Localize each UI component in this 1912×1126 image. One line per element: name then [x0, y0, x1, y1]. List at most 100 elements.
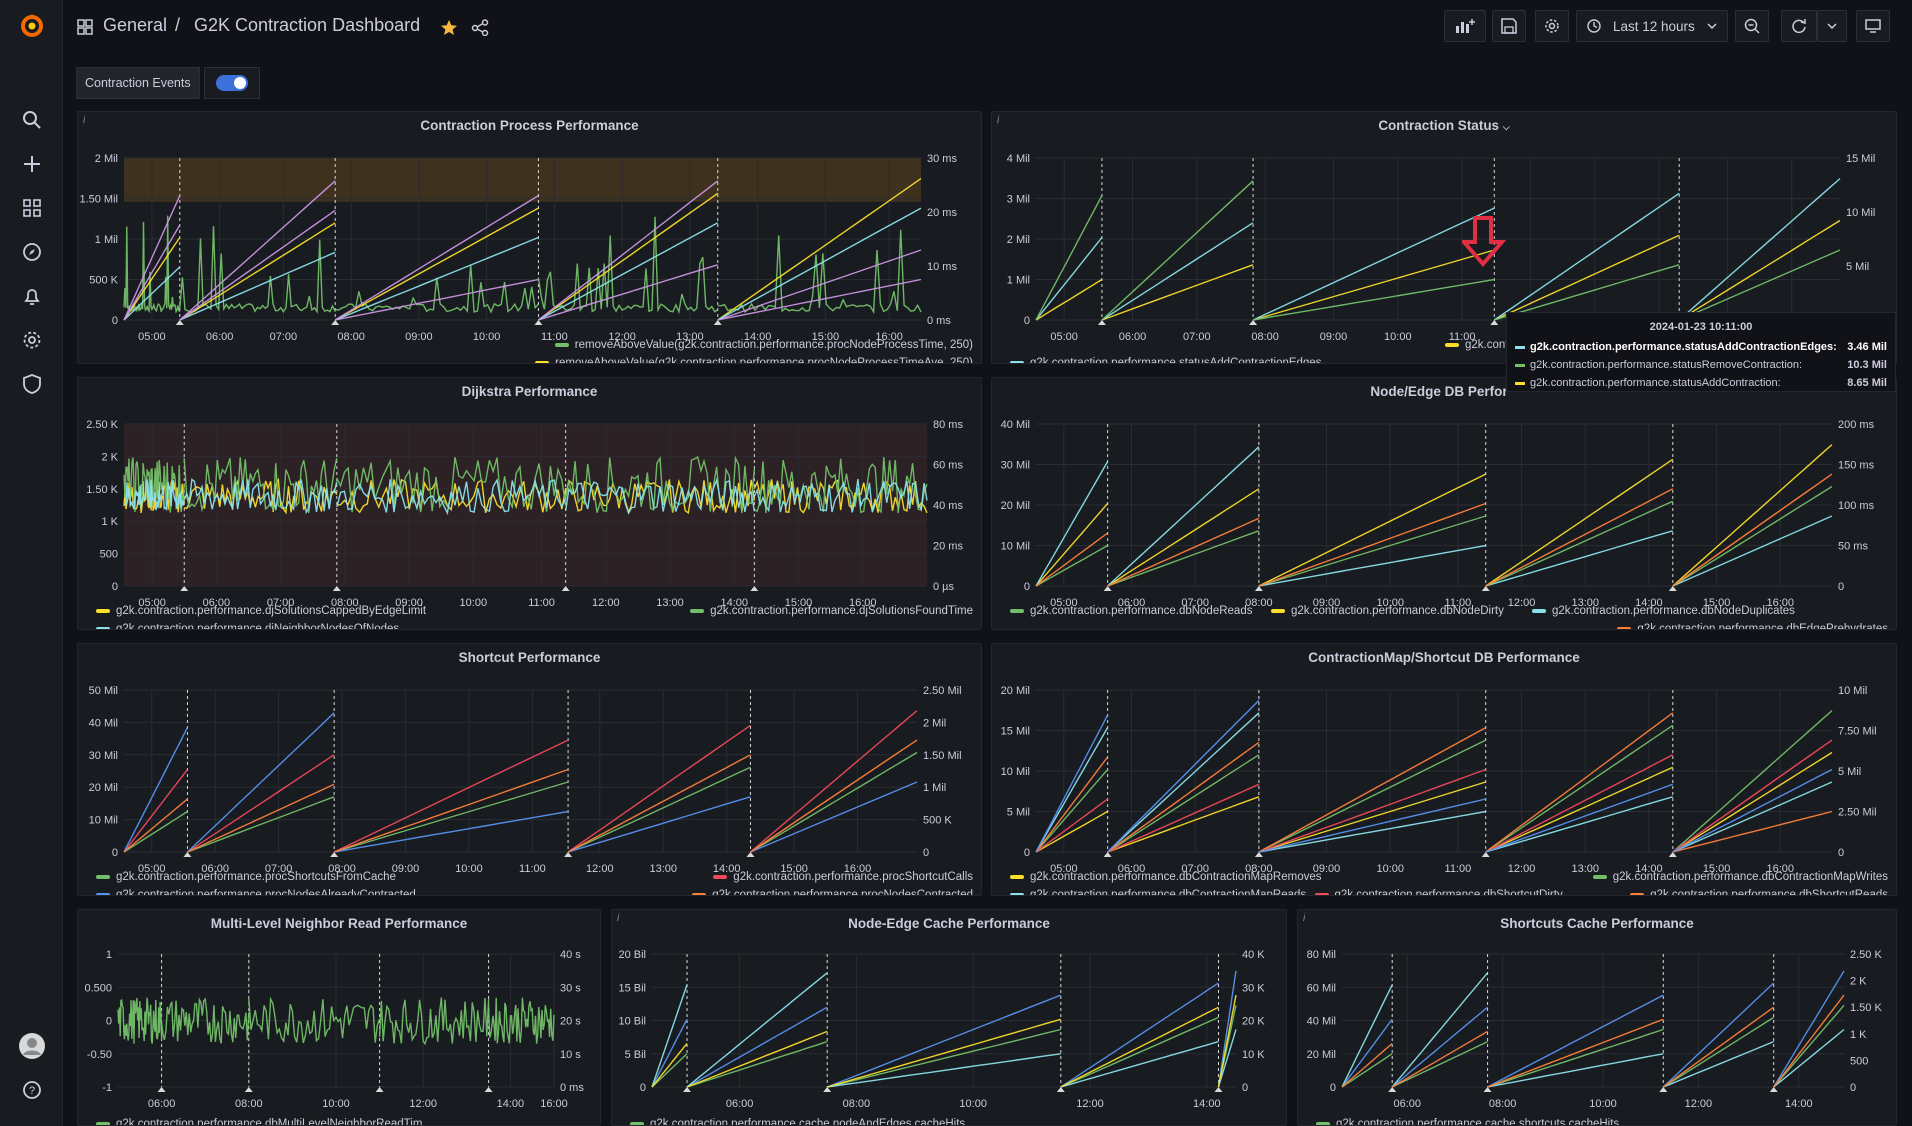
x-tick: 16:00 — [849, 597, 877, 609]
panel-title-wrap[interactable]: Contraction Status ⌵ — [992, 118, 1896, 133]
save-dashboard-button[interactable] — [1492, 10, 1526, 42]
y-tick-right: 0 — [1838, 581, 1844, 593]
y-tick-left: 1 Mil — [1007, 275, 1030, 287]
legend-label: g2k.contraction.performance.procNodesAlr… — [116, 889, 416, 896]
event-annotation-marker — [332, 586, 341, 591]
search-icon[interactable] — [0, 104, 63, 136]
panel-title[interactable]: Multi-Level Neighbor Read Performance — [210, 916, 468, 931]
user-avatar[interactable] — [0, 1030, 63, 1062]
legend-item[interactable]: g2k.contraction.performance.statusAddCon… — [1010, 357, 1322, 364]
legend-item[interactable]: g2k.contraction.performance.cache.shortc… — [1316, 1118, 1619, 1125]
refresh-button[interactable] — [1781, 10, 1817, 42]
settings-icon[interactable] — [0, 324, 63, 356]
panel-node-edge-db-performance[interactable]: Node/Edge DB Perfor 40 Mil 30 Mil 20 Mil 10… — [991, 377, 1897, 630]
panel-title[interactable]: Node-Edge Cache Performance — [848, 916, 1050, 931]
x-tick: 07:00 — [1181, 863, 1209, 875]
y-tick-right: 20 ms — [933, 541, 963, 553]
legend-item[interactable]: g2k.contraction.performance.dbNodeDuplic… — [1532, 605, 1795, 617]
legend-item[interactable]: g2k.contraction.performance.procShortcut… — [96, 871, 396, 883]
shield-icon[interactable] — [0, 368, 63, 400]
legend-item[interactable]: g2k.contraction.performance.djSolutionsF… — [690, 605, 973, 617]
panel-title[interactable]: Dijkstra Performance — [461, 384, 598, 399]
legend-item[interactable]: g2k.contraction.performance.dbNodeDirty — [1271, 605, 1504, 617]
legend-item[interactable]: removeAboveValue(g2k.contraction.perform… — [554, 339, 973, 351]
legend-item[interactable]: g2k.contraction.performance.procNodesAlr… — [96, 889, 416, 896]
legend-item[interactable]: g2k.contraction.performance.djNeighborNo… — [96, 623, 399, 629]
panel-info-icon[interactable]: i — [997, 115, 1000, 126]
chart[interactable]: 20 Bil 15 Bil 10 Bil 5 Bil 0 40 K 30 K 20 K 10 K… — [612, 910, 1287, 1126]
chart[interactable]: 20 Mil 15 Mil 10 Mil 5 Mil 0 10 Mil 7.50 Mil 5 … — [992, 644, 1897, 896]
x-tick: 05:00 — [138, 863, 166, 875]
panel-title[interactable]: Shortcuts Cache Performance — [1500, 916, 1694, 931]
tooltip-value: 3.46 Mil — [1847, 341, 1887, 353]
y-tick-left: 5 Bil — [625, 1049, 646, 1061]
x-tick: 07:00 — [270, 331, 298, 343]
breadcrumb-folder[interactable]: General — [103, 15, 168, 35]
panel-contractionmap-shortcut-db-performance[interactable]: ContractionMap/Shortcut DB Performance 2… — [991, 643, 1897, 896]
legend-item[interactable]: g2k.contraction.performance.dbMultiLevel… — [96, 1118, 422, 1125]
x-tick: 09:00 — [1320, 331, 1348, 343]
panel-title[interactable]: Contraction Process Performance — [420, 118, 639, 133]
legend-item[interactable]: g2k.contraction.performance.dbShortcutRe… — [1630, 889, 1888, 895]
chart[interactable]: 2 Mil 1.50 Mil 1 Mil 500 K 0 30 ms 20 ms 10 ms 0… — [78, 112, 982, 364]
legend-item[interactable]: g2k.contraction.performance.djSolutionsC… — [96, 605, 426, 617]
grafana-logo-icon[interactable] — [0, 10, 63, 42]
panel-dijkstra-performance[interactable]: Dijkstra Performance 2.50 K 2 K 1.50 K 1 K 5… — [77, 377, 982, 630]
event-annotation-marker — [331, 320, 340, 325]
tv-mode-button[interactable] — [1856, 10, 1890, 42]
legend-item[interactable]: g2k.contraction.performance.cache.nodeAn… — [630, 1118, 965, 1125]
legend-label: g2k.contraction.performance.statusAddCon… — [1030, 357, 1322, 364]
tooltip-value: 10.3 Mil — [1847, 359, 1887, 371]
time-range-picker[interactable]: Last 12 hours — [1576, 10, 1728, 42]
legend-item[interactable]: g2k.contraction.performance.dbContractio… — [1010, 871, 1321, 883]
event-annotation-marker — [484, 1087, 493, 1092]
contraction-events-toggle[interactable] — [203, 67, 260, 99]
refresh-interval-dropdown[interactable] — [1817, 10, 1847, 42]
chart[interactable]: 40 Mil 30 Mil 20 Mil 10 Mil 0 200 ms 150 ms 100… — [992, 378, 1897, 630]
panel-title[interactable]: Shortcut Performance — [458, 650, 601, 665]
add-panel-button[interactable] — [1444, 10, 1486, 42]
chart[interactable]: 2.50 K 2 K 1.50 K 1 K 500 0 80 ms 60 ms 40 ms 20 … — [78, 378, 982, 630]
dashboard-settings-button[interactable] — [1535, 10, 1569, 42]
legend-item[interactable]: removeAboveValue(g2k.contraction.perform… — [535, 357, 973, 363]
share-icon[interactable] — [471, 19, 489, 36]
tooltip-row: g2k.contraction.performance.statusAddCon… — [1515, 341, 1887, 353]
panel-info-icon[interactable]: i — [1303, 913, 1306, 924]
panel-shortcuts-cache-performance[interactable]: i Shortcuts Cache Performance 80 Mil 60 M… — [1297, 909, 1897, 1126]
chart[interactable]: 80 Mil 60 Mil 40 Mil 20 Mil 0 2.50 K 2 K 1.50 K… — [1298, 910, 1897, 1126]
legend-item[interactable]: g2k.contraction.performance.dbContractio… — [1592, 871, 1888, 883]
dashboards-icon[interactable] — [0, 192, 63, 224]
panel-info-icon[interactable]: i — [617, 913, 620, 924]
star-icon[interactable] — [440, 19, 458, 36]
x-tick: 06:00 — [206, 331, 234, 343]
zoom-out-button[interactable] — [1735, 10, 1769, 42]
chart[interactable]: 1 0.500 0 -0.50 -1 40 s 30 s 20 s 10 s 0 ms 06:00 0… — [78, 910, 601, 1126]
panel-title[interactable]: ContractionMap/Shortcut DB Performance — [1308, 650, 1580, 665]
legend-item[interactable]: g2k.contraction.performance.dbShortcutDi… — [1314, 889, 1563, 895]
help-icon[interactable]: ? — [0, 1074, 63, 1106]
chart[interactable]: 50 Mil 40 Mil 30 Mil 20 Mil 10 Mil 0 2.50 Mil 2… — [78, 644, 982, 896]
legend-item[interactable]: g2k.contraction.performance.dbEdgePrehyd… — [1617, 623, 1888, 629]
legend-item[interactable]: g2k.contraction.performance.procShortcut… — [713, 871, 973, 883]
panel-contraction-process-performance[interactable]: i Contraction Process Performance 2 Mil 1… — [77, 111, 982, 364]
panel-info-icon[interactable]: i — [83, 115, 86, 126]
series-line — [651, 972, 1237, 1088]
tooltip-time: 2024-01-23 10:11:00 — [1649, 321, 1753, 333]
plus-icon[interactable] — [0, 148, 63, 180]
panel-shortcut-performance[interactable]: Shortcut Performance 50 Mil 40 Mil 30 Mil 2… — [77, 643, 982, 896]
explore-icon[interactable] — [0, 236, 63, 268]
dashboard-title[interactable]: G2K Contraction Dashboard — [194, 15, 421, 35]
x-tick: 08:00 — [235, 1098, 263, 1110]
series-line — [1035, 473, 1833, 587]
panel-title[interactable]: Contraction Status — [1378, 118, 1500, 133]
legend-color-swatch — [1532, 609, 1546, 613]
legend-item[interactable]: g2k.contraction.performance.procNodesCon… — [692, 889, 973, 895]
toggle-switch[interactable] — [215, 75, 248, 91]
alerting-icon[interactable] — [0, 280, 63, 312]
panel-title[interactable]: Node/Edge DB Perfor — [1370, 384, 1508, 399]
legend-item[interactable]: g2k.contraction.performance.dbNodeReads — [1010, 605, 1252, 617]
legend-item[interactable]: g2k.contraction.performance.dbContractio… — [1010, 889, 1306, 895]
chevron-down-icon[interactable]: ⌵ — [1502, 122, 1510, 132]
panel-node-edge-cache-performance[interactable]: i Node-Edge Cache Performance 20 Bil 15 B… — [611, 909, 1287, 1126]
